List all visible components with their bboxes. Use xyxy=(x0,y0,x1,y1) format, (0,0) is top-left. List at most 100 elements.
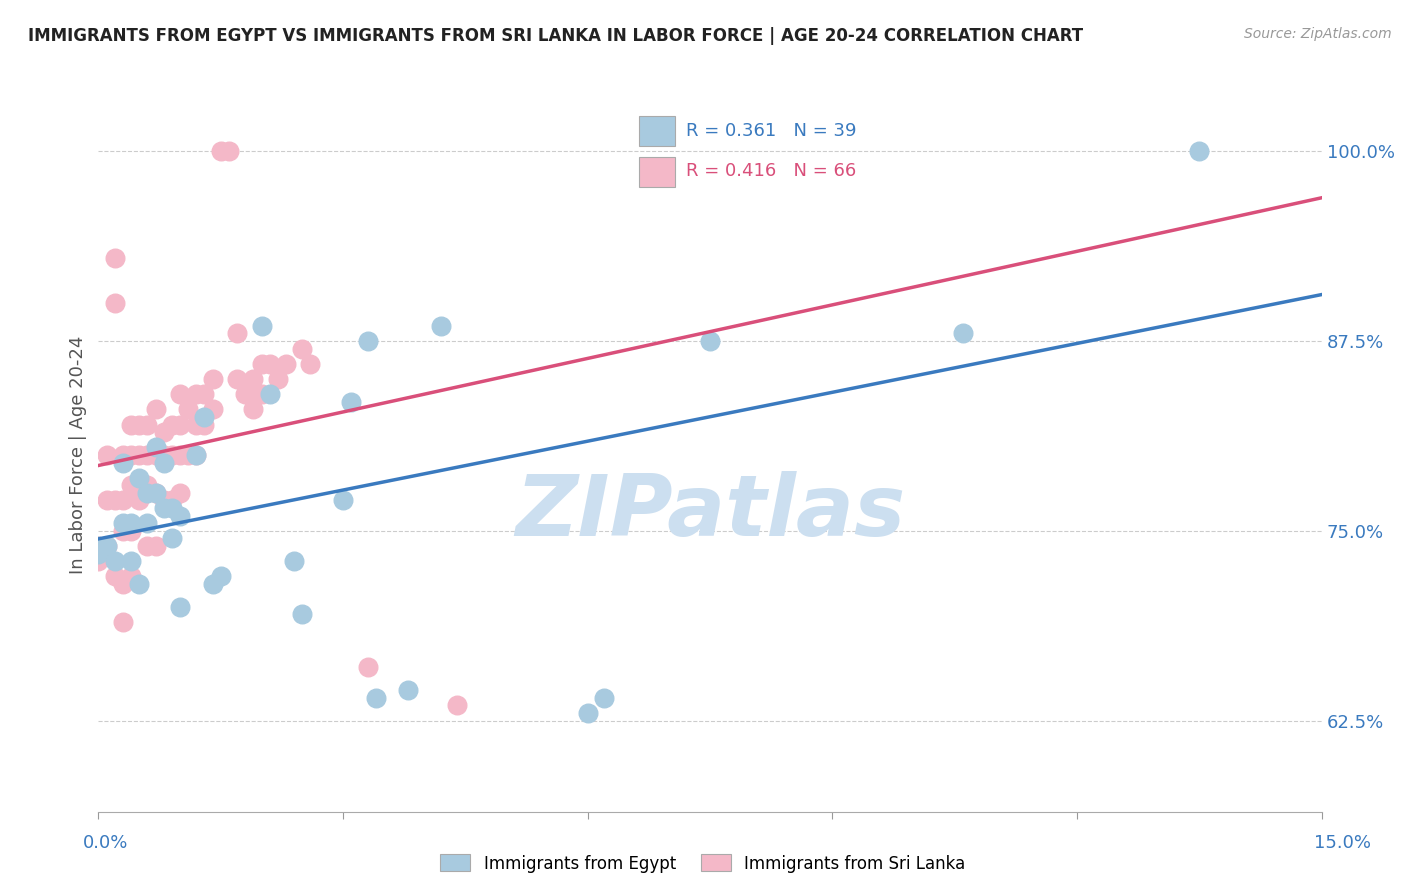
Point xyxy=(120,516,142,531)
Point xyxy=(169,486,191,500)
Point xyxy=(259,387,281,401)
Point xyxy=(128,478,150,492)
Point xyxy=(274,357,297,371)
Point xyxy=(226,326,249,341)
Point xyxy=(128,493,150,508)
Bar xyxy=(638,116,675,146)
Point xyxy=(186,448,208,462)
Text: R = 0.416   N = 66: R = 0.416 N = 66 xyxy=(686,161,856,179)
Point xyxy=(160,417,183,432)
Point xyxy=(136,486,159,500)
Point xyxy=(267,372,290,386)
Point xyxy=(201,372,224,386)
Point xyxy=(128,417,150,432)
Point xyxy=(396,683,419,698)
Point xyxy=(233,387,256,401)
Point xyxy=(87,539,110,553)
Point xyxy=(160,448,183,462)
Point xyxy=(169,417,191,432)
Point xyxy=(593,690,616,705)
Point xyxy=(152,425,174,439)
Point xyxy=(250,387,273,401)
Point xyxy=(87,539,110,553)
Point xyxy=(201,402,224,417)
Point xyxy=(446,698,468,713)
Point xyxy=(186,448,208,462)
Point xyxy=(209,145,232,159)
Point xyxy=(283,554,305,568)
Point xyxy=(120,417,142,432)
Point xyxy=(430,318,453,333)
Point xyxy=(96,539,118,553)
Point xyxy=(87,554,110,568)
Point xyxy=(291,342,314,356)
Point xyxy=(169,508,191,523)
Point xyxy=(952,326,974,341)
Point xyxy=(111,577,134,591)
Point xyxy=(87,547,110,561)
Point xyxy=(193,417,215,432)
Point xyxy=(104,569,127,583)
Point xyxy=(160,493,183,508)
Point xyxy=(218,145,240,159)
Text: Source: ZipAtlas.com: Source: ZipAtlas.com xyxy=(1244,27,1392,41)
Point xyxy=(145,402,167,417)
Point xyxy=(250,357,273,371)
Point xyxy=(291,607,314,622)
Point xyxy=(332,493,354,508)
Point xyxy=(96,448,118,462)
Point xyxy=(128,577,150,591)
Point xyxy=(177,448,200,462)
Legend: Immigrants from Egypt, Immigrants from Sri Lanka: Immigrants from Egypt, Immigrants from S… xyxy=(433,847,973,880)
Text: IMMIGRANTS FROM EGYPT VS IMMIGRANTS FROM SRI LANKA IN LABOR FORCE | AGE 20-24 CO: IMMIGRANTS FROM EGYPT VS IMMIGRANTS FROM… xyxy=(28,27,1083,45)
Point xyxy=(96,539,118,553)
Point xyxy=(104,251,127,265)
Point xyxy=(145,486,167,500)
Point xyxy=(1188,145,1211,159)
Point xyxy=(160,532,183,546)
Point xyxy=(186,417,208,432)
Point xyxy=(145,539,167,553)
Point xyxy=(576,706,599,720)
Point xyxy=(120,569,142,583)
Point xyxy=(209,569,232,583)
Bar xyxy=(638,157,675,187)
Point xyxy=(111,448,134,462)
Point xyxy=(111,524,134,538)
Point xyxy=(193,387,215,401)
Point xyxy=(120,554,142,568)
Point xyxy=(364,690,387,705)
Point xyxy=(242,402,264,417)
Point xyxy=(111,516,134,531)
Point xyxy=(136,478,159,492)
Point xyxy=(186,387,208,401)
Point xyxy=(250,318,273,333)
Point xyxy=(226,372,249,386)
Y-axis label: In Labor Force | Age 20-24: In Labor Force | Age 20-24 xyxy=(69,335,87,574)
Point xyxy=(104,296,127,310)
Point xyxy=(120,448,142,462)
Point xyxy=(299,357,322,371)
Point xyxy=(145,448,167,462)
Point xyxy=(136,516,159,531)
Point xyxy=(136,539,159,553)
Point xyxy=(152,501,174,516)
Text: ZIPatlas: ZIPatlas xyxy=(515,470,905,554)
Point xyxy=(111,456,134,470)
Point xyxy=(201,577,224,591)
Point xyxy=(120,478,142,492)
Point xyxy=(145,486,167,500)
Point xyxy=(152,493,174,508)
Point xyxy=(96,493,118,508)
Point xyxy=(356,660,378,674)
Text: R = 0.361   N = 39: R = 0.361 N = 39 xyxy=(686,122,856,140)
Text: 0.0%: 0.0% xyxy=(83,834,128,852)
Point xyxy=(111,615,134,629)
Point xyxy=(128,448,150,462)
Point xyxy=(152,456,174,470)
Point xyxy=(136,417,159,432)
Point xyxy=(104,493,127,508)
Point xyxy=(177,402,200,417)
Point xyxy=(259,357,281,371)
Point xyxy=(136,448,159,462)
